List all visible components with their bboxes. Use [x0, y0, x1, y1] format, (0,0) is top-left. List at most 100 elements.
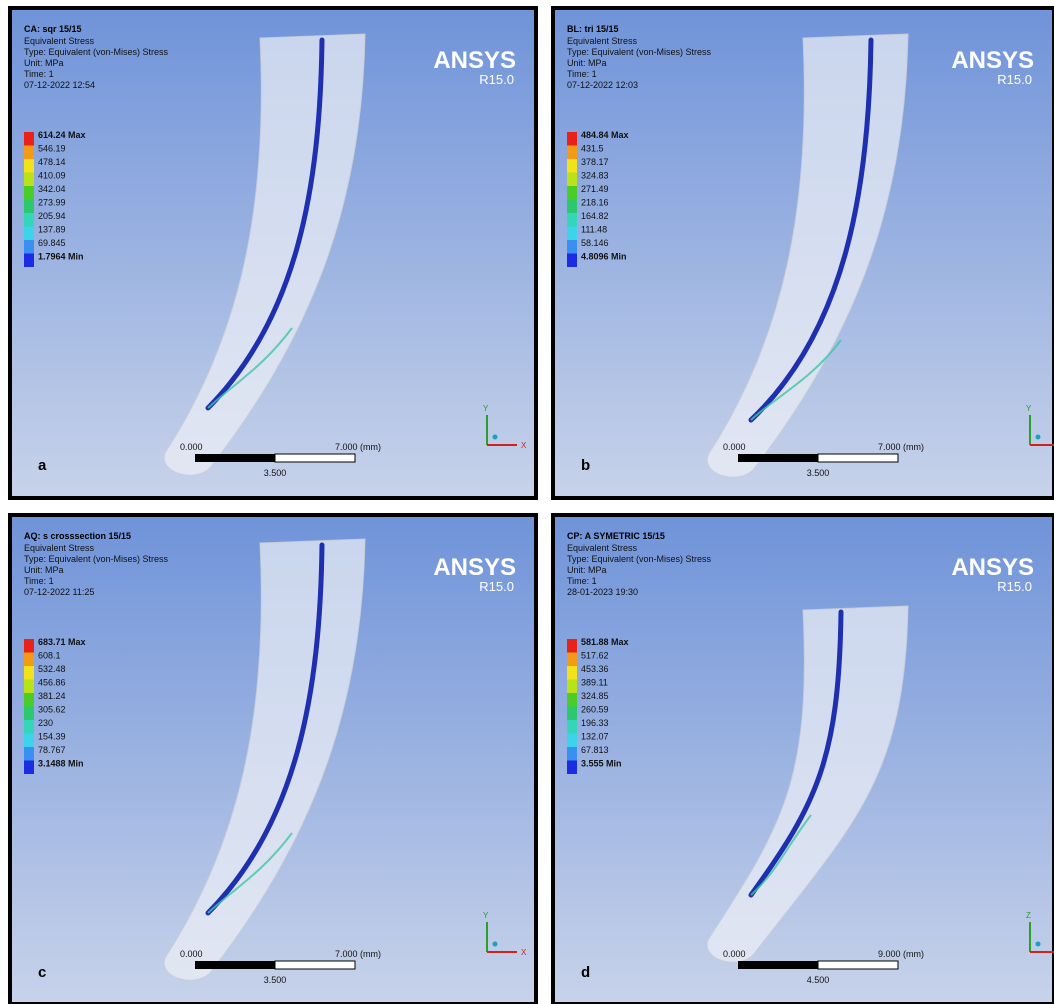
result-info: Equivalent Stress: [24, 36, 95, 46]
legend-value: 305.62: [38, 705, 66, 715]
legend-value: 453.36: [581, 664, 609, 674]
legend-value: 4.8096 Min: [581, 252, 627, 262]
result-info: Unit: MPa: [567, 58, 607, 68]
scale-bar-dark: [195, 454, 275, 462]
legend-value: 410.09: [38, 171, 66, 181]
result-info: Equivalent Stress: [567, 36, 638, 46]
scale-bar-light: [818, 454, 898, 462]
legend-swatch: [567, 240, 577, 254]
axis-letter: Y: [1026, 404, 1032, 413]
legend-value: 1.7964 Min: [38, 252, 84, 262]
legend-swatch: [567, 720, 577, 734]
legend-value: 478.14: [38, 157, 66, 167]
legend-value: 111.48: [581, 225, 607, 235]
legend-value: 3.555 Min: [581, 759, 622, 769]
legend-value: 456.86: [38, 678, 66, 688]
ansys-logo: ANSYS: [433, 47, 516, 74]
result-info: Equivalent Stress: [567, 543, 638, 553]
legend-swatch: [567, 639, 577, 653]
axis-z: [493, 435, 498, 440]
legend-value: 431.5: [581, 144, 604, 154]
result-info: 07-12-2022 11:25: [24, 587, 94, 597]
legend-swatch: [24, 720, 34, 734]
legend-swatch: [24, 240, 34, 254]
panel: CP: A SYMETRIC 15/15Equivalent StressTyp…: [553, 515, 1054, 1004]
legend-value: 273.99: [38, 198, 66, 208]
legend-value: 546.19: [38, 144, 66, 154]
result-info: Type: Equivalent (von-Mises) Stress: [567, 47, 712, 57]
panel-label: b: [581, 457, 590, 474]
result-info: Unit: MPa: [24, 565, 64, 575]
scale-start: 0.000: [180, 442, 203, 452]
legend-value: 614.24 Max: [38, 130, 86, 140]
result-info: Type: Equivalent (von-Mises) Stress: [24, 554, 169, 564]
legend-value: 608.1: [38, 651, 61, 661]
scale-end: 9.000 (mm): [878, 949, 924, 959]
scale-bar-light: [275, 961, 355, 969]
legend-swatch: [24, 146, 34, 160]
scale-start: 0.000: [180, 949, 203, 959]
legend-swatch: [567, 693, 577, 707]
legend-swatch: [567, 146, 577, 160]
legend-value: 3.1488 Min: [38, 759, 84, 769]
legend-swatch: [567, 173, 577, 187]
result-info: Time: 1: [24, 69, 54, 79]
legend-value: 517.62: [581, 651, 609, 661]
legend-swatch: [567, 186, 577, 200]
legend-value: 581.88 Max: [581, 637, 629, 647]
legend-swatch: [567, 213, 577, 227]
legend-swatch: [24, 666, 34, 680]
legend-value: 137.89: [38, 225, 66, 235]
legend-value: 230: [38, 718, 53, 728]
legend-swatch: [24, 132, 34, 146]
legend-value: 381.24: [38, 691, 66, 701]
axis-z: [1036, 942, 1041, 947]
legend-swatch: [567, 666, 577, 680]
legend-swatch: [567, 707, 577, 721]
legend-value: 69.845: [38, 238, 66, 248]
scale-end: 7.000 (mm): [878, 442, 924, 452]
scale-end: 7.000 (mm): [335, 949, 381, 959]
legend-swatch: [24, 186, 34, 200]
result-info: Unit: MPa: [24, 58, 64, 68]
legend-value: 342.04: [38, 184, 66, 194]
legend-swatch: [24, 680, 34, 694]
legend-value: 324.83: [581, 171, 609, 181]
panel: CA: sqr 15/15Equivalent StressType: Equi…: [10, 8, 536, 498]
panel-label: a: [38, 457, 47, 474]
legend-value: 205.94: [38, 211, 66, 221]
legend-swatch: [567, 159, 577, 173]
ansys-logo: ANSYS: [951, 47, 1034, 74]
result-info: Time: 1: [567, 576, 597, 586]
legend-swatch: [24, 747, 34, 761]
legend-value: 389.11: [581, 678, 608, 688]
panel-label: d: [581, 964, 590, 981]
legend-swatch: [567, 200, 577, 214]
legend-swatch: [24, 761, 34, 775]
legend-swatch: [567, 680, 577, 694]
legend-swatch: [567, 132, 577, 146]
legend-swatch: [567, 761, 577, 775]
legend-value: 154.39: [38, 732, 66, 742]
scale-bar-light: [818, 961, 898, 969]
legend-swatch: [24, 213, 34, 227]
legend-value: 378.17: [581, 157, 609, 167]
legend-value: 67.813: [581, 745, 609, 755]
legend-value: 683.71 Max: [38, 637, 86, 647]
axis-letter: Z: [1026, 911, 1031, 920]
scale-bar-dark: [195, 961, 275, 969]
axis-letter: X: [521, 441, 527, 450]
axis-letter: X: [521, 948, 527, 957]
scale-mid: 3.500: [264, 468, 287, 478]
result-info: Time: 1: [24, 576, 54, 586]
ansys-version: R15.0: [479, 579, 514, 594]
legend-value: 196.33: [581, 718, 609, 728]
scale-bar-dark: [738, 961, 818, 969]
result-info: 07-12-2022 12:03: [567, 80, 638, 90]
legend-value: 164.82: [581, 211, 609, 221]
scale-start: 0.000: [723, 949, 746, 959]
legend-value: 324.85: [581, 691, 609, 701]
ansys-logo: ANSYS: [433, 554, 516, 581]
axis-letter: Y: [483, 911, 489, 920]
